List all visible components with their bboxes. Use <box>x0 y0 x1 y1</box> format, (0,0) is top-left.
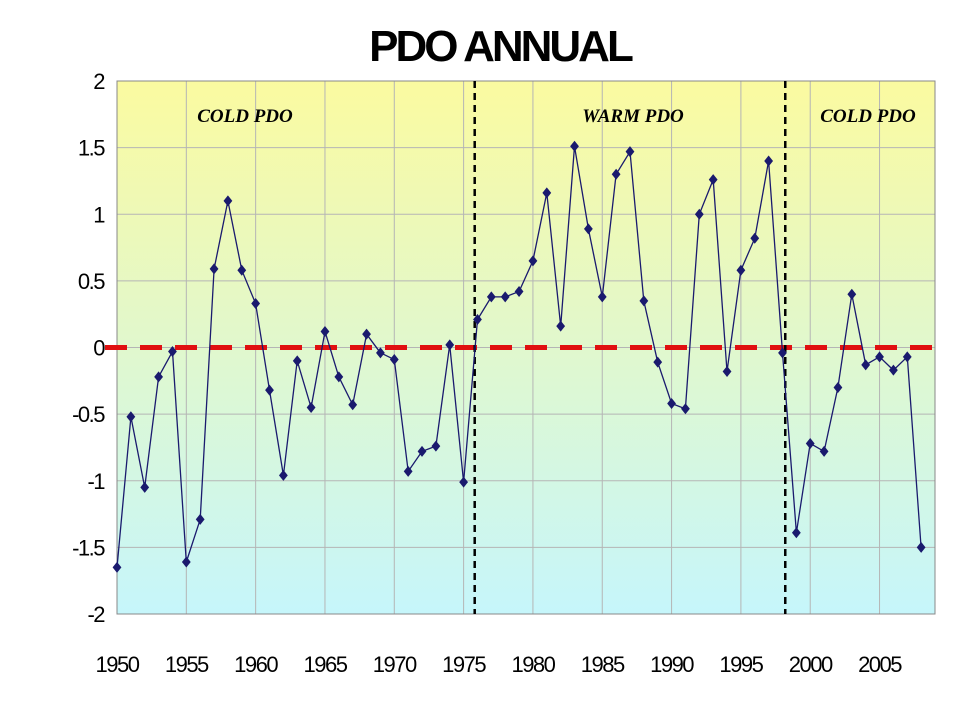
regime-label: WARM PDO <box>582 106 684 127</box>
y-tick-label: 1 <box>93 202 105 227</box>
y-tick-label: -1.5 <box>72 535 105 560</box>
x-tick-label: 1975 <box>442 652 486 677</box>
y-tick-label: 1.5 <box>78 136 105 161</box>
x-tick-label: 1985 <box>581 652 625 677</box>
x-tick-label: 2005 <box>858 652 902 677</box>
x-tick-label: 1990 <box>650 652 694 677</box>
regime-label: COLD PDO <box>820 106 916 127</box>
x-tick-label: 1955 <box>165 652 209 677</box>
y-tick-label: -1 <box>87 469 105 494</box>
x-tick-label: 1950 <box>96 652 140 677</box>
y-tick-label: -0.5 <box>72 402 105 427</box>
x-tick-label: 1965 <box>303 652 347 677</box>
y-tick-label: 2 <box>93 69 105 94</box>
x-tick-label: 1960 <box>234 652 278 677</box>
x-tick-label: 1980 <box>511 652 555 677</box>
x-tick-label: 1995 <box>719 652 763 677</box>
regime-label: COLD PDO <box>197 106 293 127</box>
y-tick-label: 0 <box>93 336 105 361</box>
y-tick-label: 0.5 <box>78 269 105 294</box>
x-tick-label: 1970 <box>373 652 417 677</box>
x-tick-label: 2000 <box>789 652 833 677</box>
y-tick-label: -2 <box>87 602 105 627</box>
